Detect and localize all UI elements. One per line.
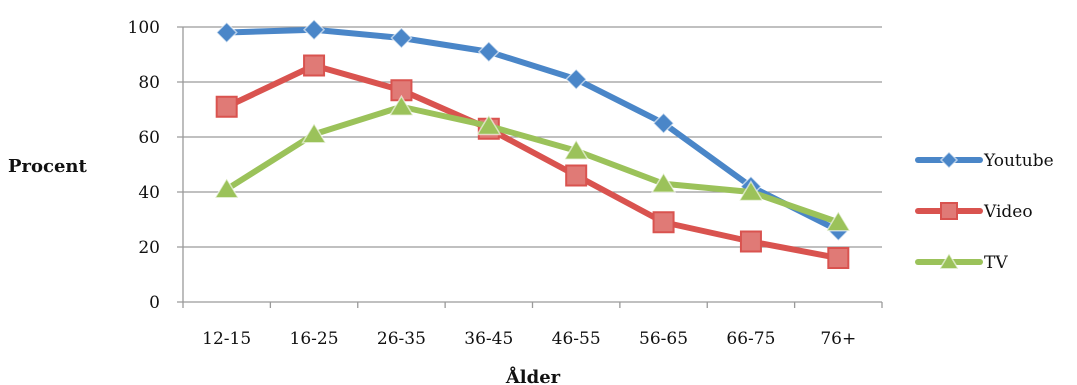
data-point-youtube [477, 40, 500, 63]
data-point-youtube [652, 112, 675, 135]
x-tick-label: 76+ [820, 329, 856, 349]
legend-item-tv: TV [915, 252, 1008, 273]
x-tick-label: 46-55 [552, 329, 601, 349]
legend-label: Video [983, 202, 1033, 222]
data-point-tv [213, 177, 240, 199]
legend-marker [940, 202, 958, 220]
data-point-youtube [565, 68, 588, 91]
x-tick-label: 16-25 [290, 329, 339, 349]
x-tick-label: 36-45 [464, 329, 513, 349]
data-point-tv [738, 180, 764, 202]
data-point-video [652, 211, 675, 234]
y-tick-label: 60 [138, 128, 160, 148]
data-point-youtube [390, 26, 413, 50]
data-point-tv [301, 122, 327, 144]
y-tick-label: 20 [138, 238, 160, 258]
y-tick-label: 80 [138, 73, 160, 93]
data-point-youtube [303, 18, 326, 41]
data-point-video [303, 54, 326, 77]
legend-marker [938, 252, 960, 270]
legend-item-youtube: Youtube [915, 150, 1054, 171]
x-tick-label: 56-65 [639, 329, 688, 349]
series-layer [213, 18, 852, 269]
legend-marker [939, 150, 959, 170]
series-video [215, 54, 850, 269]
y-tick-label: 0 [149, 293, 160, 313]
x-tick-label: 66-75 [726, 329, 775, 349]
series-line-tv [223, 103, 842, 226]
data-point-video [739, 230, 762, 253]
data-point-video [827, 247, 850, 269]
series-line-video [223, 62, 842, 261]
x-tick-label: 26-35 [377, 329, 426, 349]
y-tick-label: 100 [128, 18, 160, 38]
x-tick-label: 12-15 [202, 329, 251, 349]
data-point-tv [388, 94, 415, 116]
series-tv [213, 94, 852, 232]
data-point-tv [650, 171, 677, 193]
data-point-youtube [215, 21, 238, 44]
series-line-youtube [223, 26, 842, 234]
axis-layer: 0 20 40 60 80 100 12-15 16-25 26-35 36-45 46-55 56-… [128, 18, 883, 349]
y-axis-title: Procent [8, 156, 88, 177]
legend-item-video: Video [915, 202, 1033, 222]
x-axis-title: Ålder [505, 365, 561, 385]
data-point-video [565, 164, 588, 187]
data-point-video [215, 95, 238, 118]
legend-label: TV [984, 253, 1008, 273]
data-point-tv [825, 210, 852, 232]
y-tick-label: 40 [138, 183, 160, 203]
grid-layer [177, 26, 882, 303]
legend-label: Youtube [983, 151, 1054, 171]
legend: Youtube Video TV [915, 150, 1054, 273]
data-point-tv [475, 114, 502, 136]
data-point-tv [563, 138, 590, 160]
